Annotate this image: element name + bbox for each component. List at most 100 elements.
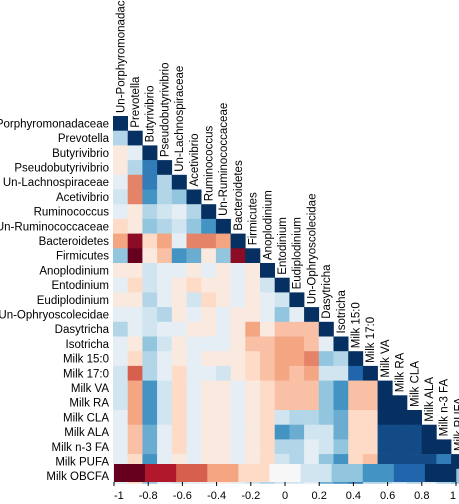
heatmap-cell-8-7: [215, 233, 231, 249]
heatmap-cell-12-2: [142, 292, 158, 308]
heatmap-cell-18-17: [362, 380, 378, 396]
heatmap-cell-17-0: [113, 365, 128, 381]
heatmap-cell-9-2: [142, 248, 158, 264]
heatmap-cell-14-6: [201, 321, 217, 337]
heatmap-cell-4-1: [127, 174, 143, 190]
colorbar-segment-5: [269, 464, 301, 482]
heatmap-cell-11-11: [274, 277, 290, 293]
heatmap-cell-17-12: [289, 365, 305, 381]
heatmap-cell-17-6: [201, 365, 217, 381]
heatmap-cell-5-3: [157, 189, 173, 205]
heatmap-cell-12-8: [230, 292, 246, 308]
heatmap-cell-6-5: [186, 204, 202, 220]
heatmap-cell-6-2: [142, 204, 158, 220]
heatmap-cell-14-12: [289, 321, 305, 337]
heatmap-cell-15-2: [142, 336, 158, 352]
heatmap-cell-11-0: [113, 277, 128, 293]
row-label-4: Un-Lachnospiraceae: [3, 177, 109, 189]
heatmap-cell-4-0: [113, 174, 128, 190]
heatmap-cell-15-10: [260, 336, 275, 352]
column-label-23: Milk PUFA: [453, 397, 459, 451]
row-label-1: Prevotella: [58, 133, 110, 145]
heatmap-cell-11-9: [245, 277, 261, 293]
colorbar-segment-10: [424, 464, 457, 482]
heatmap-cell-20-0: [113, 410, 128, 425]
heatmap-cell-21-9: [245, 424, 261, 440]
colorbar-tick-label-10: 1: [450, 490, 456, 502]
heatmap-cell-14-2: [142, 321, 158, 337]
heatmap-cell-18-3: [157, 380, 173, 396]
row-label-23: Milk PUFA: [55, 456, 109, 468]
colorbar-segment-3: [207, 464, 239, 482]
heatmap-cell-18-15: [333, 380, 349, 396]
heatmap-cell-16-11: [274, 351, 290, 367]
heatmap-cell-21-17: [362, 424, 378, 440]
heatmap-cell-21-21: [421, 424, 437, 440]
heatmap-cell-21-13: [304, 424, 320, 440]
heatmap-cell-9-8: [230, 248, 246, 264]
heatmap-cell-16-13: [304, 351, 320, 367]
row-label-15: Isotricha: [66, 339, 110, 351]
column-label-17: Milk 17:0: [365, 317, 377, 363]
heatmap-cell-18-5: [186, 380, 202, 396]
heatmap-cell-20-16: [348, 410, 364, 425]
heatmap-cell-16-6: [201, 351, 217, 367]
heatmap-cell-14-3: [157, 321, 173, 337]
heatmap-cell-17-3: [157, 365, 173, 381]
heatmap-cell-20-20: [407, 410, 422, 425]
heatmap-cell-19-17: [362, 395, 378, 411]
heatmap-cell-21-18: [377, 424, 393, 440]
heatmap-cell-21-10: [260, 424, 275, 440]
heatmap-cell-17-9: [245, 365, 261, 381]
row-label-18: Milk VA: [71, 383, 109, 395]
colorbar-tick-label-4: -0.2: [241, 490, 260, 502]
heatmap-cell-16-15: [333, 351, 349, 367]
heatmap-cell-23-23: [451, 454, 459, 470]
heatmap-cell-16-8: [230, 351, 246, 367]
heatmap-cell-17-5: [186, 365, 202, 381]
column-label-7: Un-Ruminococcaceae: [218, 103, 230, 216]
heatmap-cell-19-4: [171, 395, 187, 411]
heatmap-cell-4-4: [171, 174, 187, 190]
heatmap-cell-15-15: [333, 336, 349, 352]
row-label-7: Un-Ruminococcaceae: [0, 221, 109, 233]
heatmap-cell-8-6: [201, 233, 217, 249]
row-label-22: Milk n-3 FA: [51, 442, 109, 454]
heatmap-cell-16-10: [260, 351, 275, 367]
heatmap-cell-21-2: [142, 424, 158, 440]
heatmap-cell-19-15: [333, 395, 349, 411]
heatmap-cell-22-17: [362, 439, 378, 455]
heatmap-cell-22-4: [171, 439, 187, 455]
heatmap-cell-19-6: [201, 395, 217, 411]
heatmap-cell-22-3: [157, 439, 173, 455]
heatmap-cell-12-6: [201, 292, 217, 308]
heatmap-cell-12-12: [289, 292, 305, 308]
heatmap-cell-15-14: [318, 336, 334, 352]
row-label-17: Milk 17:0: [63, 368, 109, 380]
heatmap-cell-15-4: [171, 336, 187, 352]
heatmap-cell-17-15: [333, 365, 349, 381]
heatmap-cell-19-2: [142, 395, 158, 411]
heatmap-cell-9-0: [113, 248, 128, 264]
colorbar-segment-8: [362, 464, 395, 482]
heatmap-cell-22-19: [392, 439, 408, 455]
heatmap-cell-1-1: [127, 130, 143, 146]
heatmap-cell-20-10: [260, 410, 275, 425]
heatmap-cell-7-0: [113, 218, 128, 234]
heatmap-cell-3-0: [113, 160, 128, 176]
heatmap-cell-21-19: [392, 424, 408, 440]
row-label-13: Un-Ophryoscolecidae: [0, 309, 109, 321]
heatmap-cell-18-2: [142, 380, 158, 396]
heatmap-cell-20-13: [304, 410, 320, 425]
heatmap-cell-20-11: [274, 410, 290, 425]
heatmap-cell-14-0: [113, 321, 128, 337]
heatmap-cell-16-9: [245, 351, 261, 367]
column-label-11: Entodinium: [277, 217, 289, 275]
heatmap-cell-21-20: [407, 424, 422, 440]
heatmap-cell-17-13: [304, 365, 320, 381]
heatmap-cell-16-1: [127, 351, 143, 367]
heatmap-cell-19-5: [186, 395, 202, 411]
heatmap-cell-20-15: [333, 410, 349, 425]
heatmap-cell-20-12: [289, 410, 305, 425]
colorbar-segment-0: [114, 464, 146, 482]
